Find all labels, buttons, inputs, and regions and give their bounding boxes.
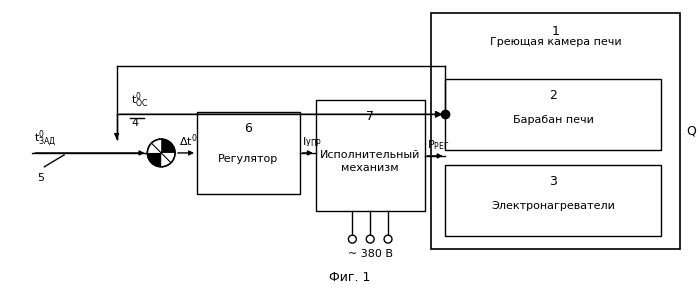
Circle shape xyxy=(384,235,392,243)
Text: 7: 7 xyxy=(366,110,374,123)
Bar xyxy=(445,79,661,150)
Text: $\Delta\mathrm{t^0}$: $\Delta\mathrm{t^0}$ xyxy=(179,132,198,149)
Text: 3: 3 xyxy=(549,175,557,188)
Bar xyxy=(197,112,300,194)
Text: $\mathrm{I_{УПР}}$: $\mathrm{I_{УПР}}$ xyxy=(302,135,322,149)
Text: ~ 380 В: ~ 380 В xyxy=(347,249,393,259)
Text: 5: 5 xyxy=(37,173,44,183)
Polygon shape xyxy=(147,153,161,167)
Bar xyxy=(445,165,661,236)
Bar xyxy=(431,13,680,249)
Text: Греющая камера печи: Греющая камера печи xyxy=(489,37,621,47)
Circle shape xyxy=(147,139,175,167)
Text: $\mathrm{t^0_{ОС}}$: $\mathrm{t^0_{ОС}}$ xyxy=(131,91,149,110)
Bar xyxy=(316,100,425,211)
Polygon shape xyxy=(161,139,175,153)
Text: 6: 6 xyxy=(245,122,252,135)
Text: Фиг. 1: Фиг. 1 xyxy=(329,271,370,284)
Circle shape xyxy=(366,235,374,243)
Text: Q: Q xyxy=(686,125,696,138)
Text: $\mathrm{P_{РЕГ}}$: $\mathrm{P_{РЕГ}}$ xyxy=(426,138,449,152)
Text: 4: 4 xyxy=(131,118,138,128)
Text: Барабан печи: Барабан печи xyxy=(513,115,594,125)
Text: Исполнительный
механизм: Исполнительный механизм xyxy=(320,150,420,173)
Text: 2: 2 xyxy=(549,88,557,102)
Text: 1: 1 xyxy=(552,25,559,38)
Circle shape xyxy=(348,235,356,243)
Text: $\mathrm{t^0_{ЗАД}}$: $\mathrm{t^0_{ЗАД}}$ xyxy=(34,129,57,149)
Text: Регулятор: Регулятор xyxy=(218,154,278,164)
Text: Электронагреватели: Электронагреватели xyxy=(491,201,615,212)
